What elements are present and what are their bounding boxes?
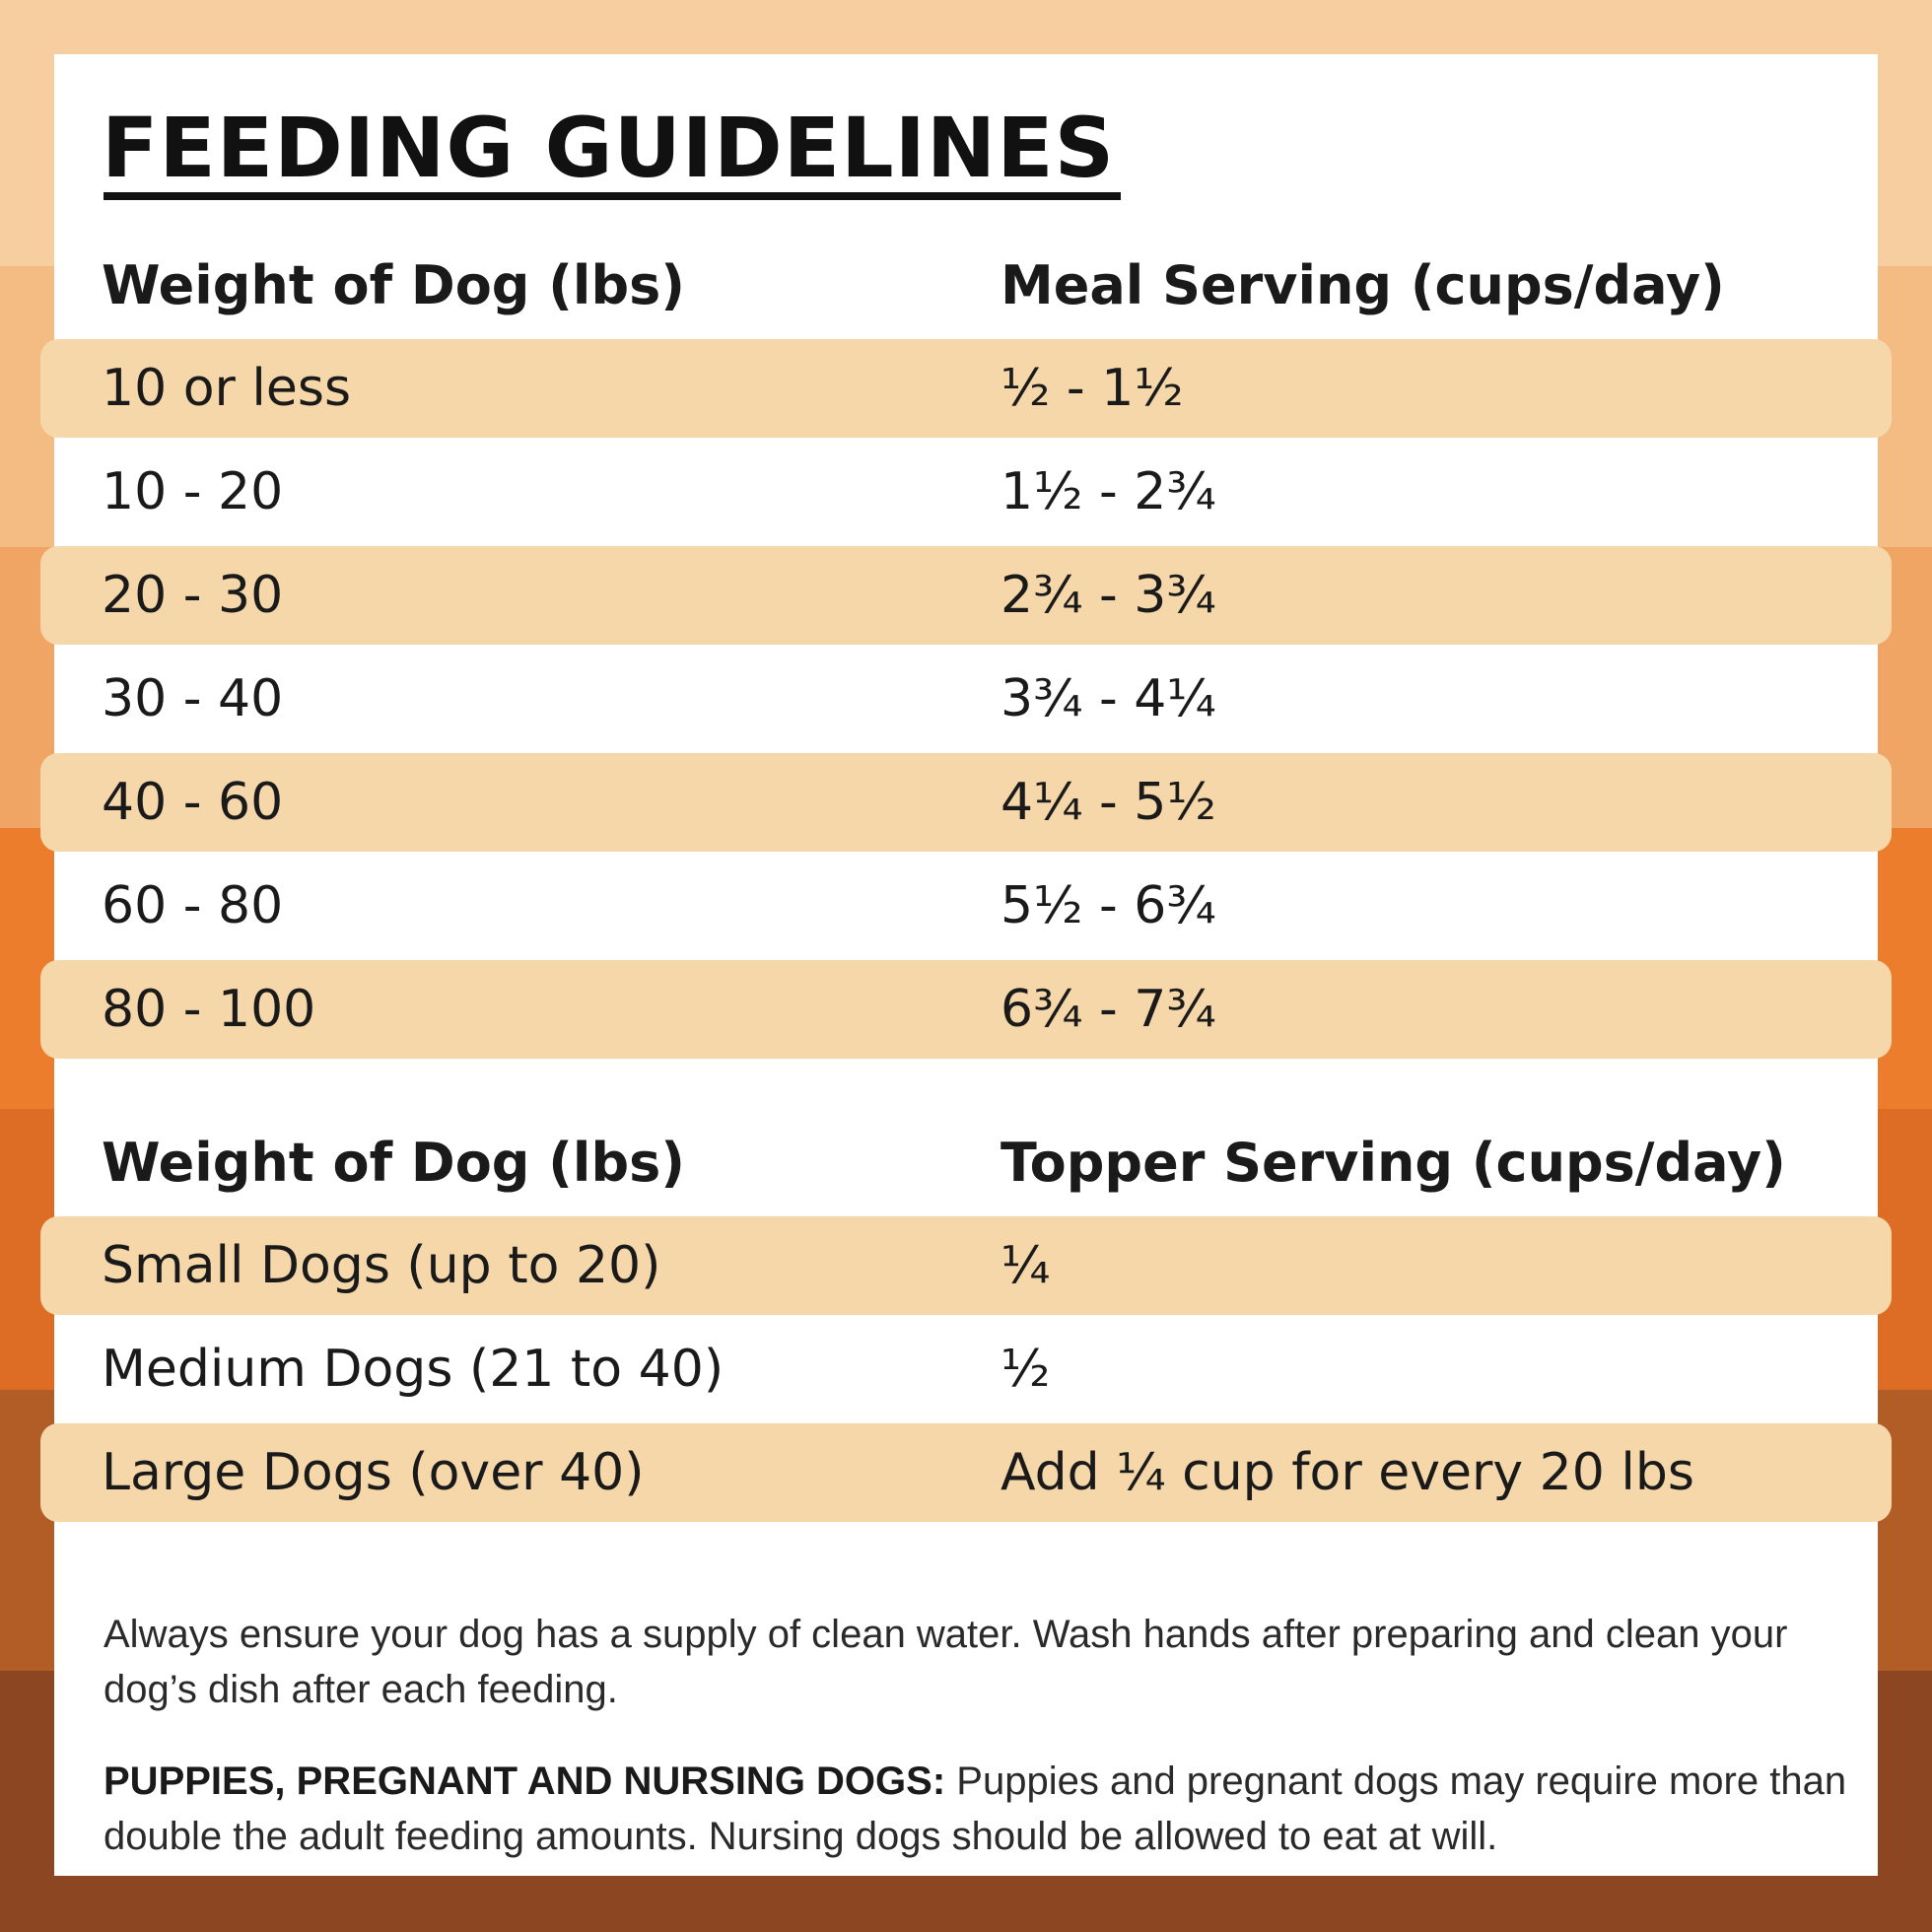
weight-cell: 20 - 30 — [102, 566, 284, 625]
puppies-note-text: Puppies and pregnant dogs may require mo… — [104, 1760, 1847, 1858]
table-row: 60 - 80 5½ - 6¾ — [40, 857, 1892, 955]
serving-cell: 3¾ - 4¼ — [1000, 669, 1216, 728]
serving-cell: 5½ - 6¾ — [1000, 876, 1216, 935]
weight-cell: 30 - 40 — [102, 669, 284, 728]
title-underline — [104, 192, 1121, 200]
weight-cell: 60 - 80 — [102, 876, 284, 935]
table-row: 10 - 20 1½ - 2¾ — [40, 443, 1892, 541]
table-row: Medium Dogs (21 to 40) ½ — [40, 1320, 1892, 1418]
weight-cell: Small Dogs (up to 20) — [102, 1236, 661, 1295]
weight-cell: 10 - 20 — [102, 462, 284, 521]
serving-cell: ¼ — [1000, 1236, 1051, 1295]
weight-cell: Medium Dogs (21 to 40) — [102, 1340, 724, 1399]
weight-cell: 40 - 60 — [102, 773, 284, 832]
serving-cell: 1½ - 2¾ — [1000, 462, 1216, 521]
weight-cell: 10 or less — [102, 359, 352, 418]
table-row: 80 - 100 6¾ - 7¾ — [40, 960, 1892, 1059]
table-row: 10 or less ½ - 1½ — [40, 339, 1892, 438]
meal-weight-header: Weight of Dog (lbs) — [102, 254, 685, 316]
serving-cell: ½ - 1½ — [1000, 359, 1184, 418]
topper-weight-header: Weight of Dog (lbs) — [102, 1132, 685, 1194]
water-note: Always ensure your dog has a supply of c… — [104, 1613, 1788, 1711]
puppies-note-label: PUPPIES, PREGNANT AND NURSING DOGS: — [104, 1760, 946, 1803]
weight-cell: 80 - 100 — [102, 980, 316, 1039]
table-row: Small Dogs (up to 20) ¼ — [40, 1216, 1892, 1315]
weight-cell: Large Dogs (over 40) — [102, 1443, 645, 1502]
serving-cell: Add ¼ cup for every 20 lbs — [1000, 1443, 1694, 1502]
serving-cell: ½ — [1000, 1340, 1051, 1399]
page-title: FEEDING GUIDELINES — [102, 100, 1116, 196]
table-row: 20 - 30 2¾ - 3¾ — [40, 546, 1892, 645]
topper-serving-header: Topper Serving (cups/day) — [1000, 1132, 1786, 1194]
meal-serving-header: Meal Serving (cups/day) — [1000, 254, 1725, 316]
table-row: 40 - 60 4¼ - 5½ — [40, 753, 1892, 852]
serving-cell: 6¾ - 7¾ — [1000, 980, 1216, 1039]
serving-cell: 2¾ - 3¾ — [1000, 566, 1216, 625]
feeding-guidelines-card: FEEDING GUIDELINES Weight of Dog (lbs) M… — [40, 54, 1892, 1876]
table-row: Large Dogs (over 40) Add ¼ cup for every… — [40, 1423, 1892, 1522]
serving-cell: 4¼ - 5½ — [1000, 773, 1216, 832]
puppies-note: PUPPIES, PREGNANT AND NURSING DOGS: Pupp… — [104, 1754, 1858, 1864]
table-row: 30 - 40 3¾ - 4¼ — [40, 650, 1892, 748]
